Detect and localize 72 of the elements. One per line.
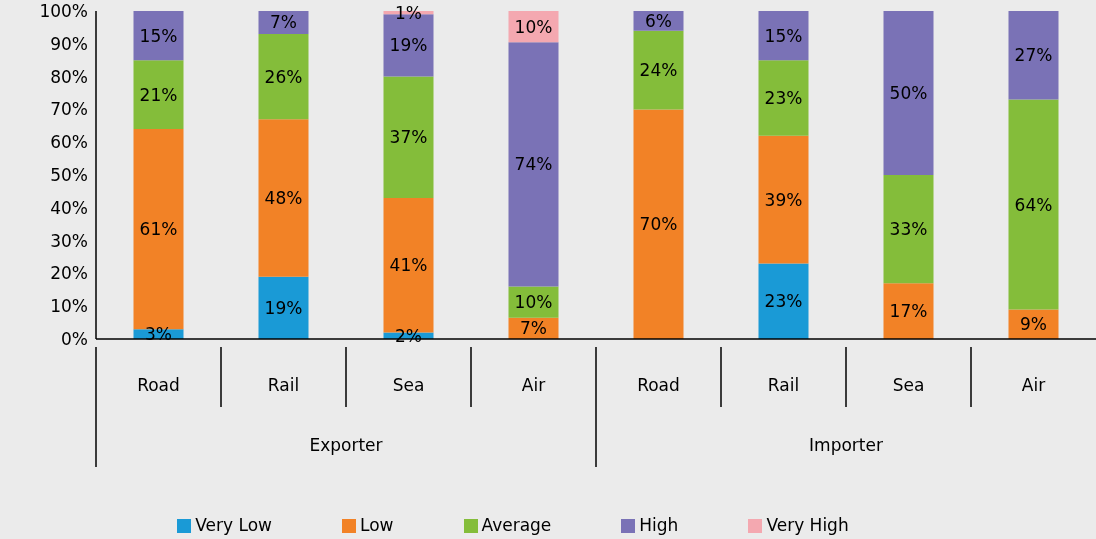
legend-label: Low [360, 515, 394, 535]
bar [133, 60, 184, 130]
bar [383, 76, 434, 198]
data-label: 50% [889, 83, 928, 103]
bar [758, 11, 809, 61]
data-label: 74% [514, 154, 553, 175]
y-tick-label: 80% [50, 66, 88, 87]
y-tick-label: 30% [50, 230, 88, 251]
data-label: 1% [395, 2, 422, 23]
data-label: 24% [639, 60, 678, 81]
bar [883, 11, 934, 175]
data-label: 39% [764, 189, 803, 210]
x-tick-label: Sea [892, 375, 925, 395]
bar [133, 11, 184, 61]
x-tick-label: Rail [267, 375, 300, 395]
legend-label: High [639, 515, 679, 535]
bar [883, 283, 934, 339]
y-tick-label: 70% [50, 99, 88, 120]
data-label: 41% [389, 255, 428, 276]
x-tick-label: Road [137, 375, 180, 395]
data-label: 21% [139, 84, 178, 105]
data-label: 33% [889, 219, 928, 240]
text: Importer [809, 435, 883, 455]
data-label: 7% [520, 318, 547, 339]
data-label: 37% [389, 127, 428, 148]
data-label: 19% [264, 297, 303, 318]
data-label: 15% [764, 25, 803, 46]
bar [258, 119, 309, 277]
data-label: 17% [889, 301, 928, 322]
y-tick-label: 20% [50, 263, 88, 284]
data-label: 23% [764, 291, 803, 312]
data-label: 10% [514, 16, 553, 37]
y-tick-label: 100% [39, 1, 88, 22]
data-label: 6% [645, 10, 672, 31]
data-label: 10% [514, 292, 553, 313]
data-label: 7% [270, 12, 297, 33]
bar [633, 109, 684, 339]
data-label: 15% [139, 25, 178, 46]
bar [633, 30, 684, 110]
data-label: 19% [389, 35, 428, 56]
bar [758, 135, 809, 264]
data-label: 48% [264, 187, 303, 208]
x-tick-label: Air [521, 375, 546, 395]
y-tick-label: 40% [50, 197, 88, 218]
legend-label: Very High [766, 515, 849, 535]
y-tick-label: 60% [50, 132, 88, 153]
y-tick-label: 90% [50, 33, 88, 54]
bar [258, 276, 309, 339]
data-label: 23% [764, 87, 803, 108]
x-tick-label: Road [637, 375, 680, 395]
bar [883, 175, 934, 284]
data-label: 26% [264, 66, 303, 87]
data-label: 70% [639, 214, 678, 235]
legend-label: Average [481, 515, 552, 535]
x-tick-label: Rail [767, 375, 800, 395]
x-tick-label: Air [1021, 375, 1046, 395]
text: Exporter [309, 435, 383, 455]
data-label: 61% [139, 219, 178, 240]
bar [1008, 11, 1059, 100]
data-label: 27% [1014, 45, 1053, 66]
bar [1008, 99, 1059, 310]
bar [758, 263, 809, 339]
data-label: 9% [1020, 314, 1047, 335]
data-label: 64% [1014, 194, 1053, 215]
x-tick-label: Sea [392, 375, 425, 395]
y-tick-label: 10% [50, 296, 88, 317]
y-tick-label: 0% [61, 329, 88, 350]
bar [508, 42, 559, 287]
y-tick-label: 50% [50, 165, 88, 186]
bar [758, 60, 809, 136]
legend-label: Very Low [195, 515, 273, 535]
bar [258, 33, 309, 120]
